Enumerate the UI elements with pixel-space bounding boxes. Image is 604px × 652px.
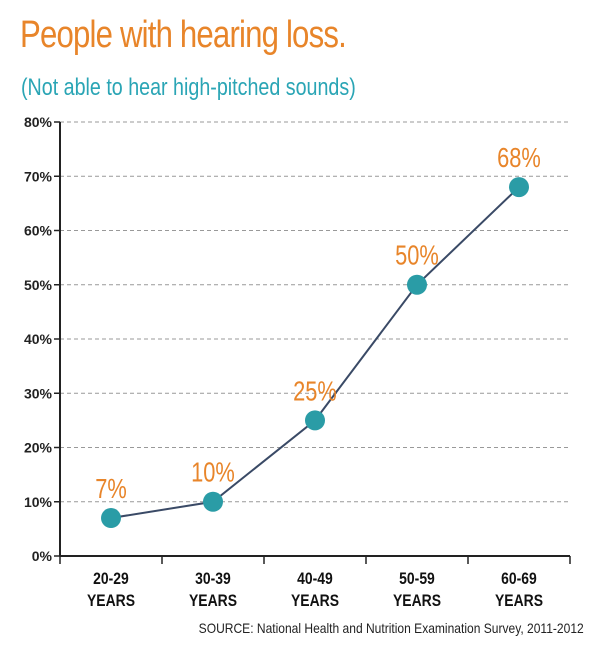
data-label: 68%	[497, 143, 541, 174]
data-point	[509, 177, 529, 198]
data-point	[101, 508, 121, 529]
x-tick-label: YEARS	[495, 592, 543, 611]
x-tick-label: 50-59	[399, 570, 435, 589]
y-tick-label: 10%	[24, 494, 53, 510]
data-label: 25%	[293, 376, 337, 407]
y-tick-label: 40%	[24, 331, 53, 347]
y-tick-label: 70%	[24, 168, 53, 184]
chart-subtitle: (Not able to hear high-pitched sounds)	[21, 74, 356, 101]
y-tick-label: 60%	[24, 223, 53, 239]
series-line	[110, 186, 520, 520]
data-point	[203, 491, 223, 512]
data-point	[305, 410, 325, 431]
y-tick-label: 80%	[24, 114, 53, 130]
data-label: 10%	[191, 457, 235, 488]
chart-title: People with hearing loss.	[20, 14, 347, 56]
y-tick-label: 0%	[32, 548, 53, 564]
x-tick-label: 60-69	[501, 570, 537, 589]
x-tick-label: YEARS	[291, 592, 339, 611]
y-tick-label: 50%	[24, 277, 53, 293]
y-tick-label: 20%	[24, 440, 53, 456]
data-label: 7%	[95, 473, 127, 504]
x-tick-label: YEARS	[87, 592, 135, 611]
x-tick-label: 40-49	[297, 570, 333, 589]
x-tick-label: YEARS	[393, 592, 441, 611]
source-note: SOURCE: National Health and Nutrition Ex…	[198, 620, 584, 636]
y-tick-label: 30%	[24, 385, 53, 401]
x-tick-label: YEARS	[189, 592, 237, 611]
x-tick-label: 20-29	[93, 570, 129, 589]
data-label: 50%	[395, 240, 439, 271]
x-tick-label: 30-39	[195, 570, 231, 589]
data-point	[407, 274, 427, 295]
